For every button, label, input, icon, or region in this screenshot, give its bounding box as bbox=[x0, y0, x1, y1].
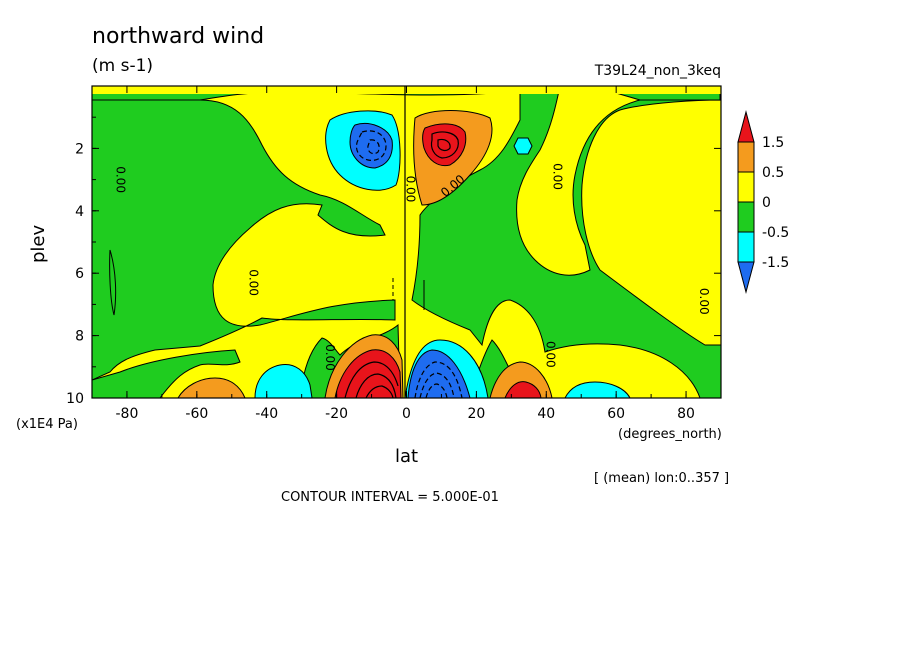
colorbar-band bbox=[737, 231, 755, 263]
colorbar-band bbox=[737, 261, 755, 294]
y-axis-unit: (x1E4 Pa) bbox=[16, 417, 78, 432]
colorbar bbox=[737, 110, 755, 294]
pos-contour-lower-3 bbox=[365, 385, 394, 398]
plot-title: northward wind bbox=[92, 24, 265, 49]
band-cyan-small-north bbox=[513, 137, 533, 155]
pos-contour-upper-2 bbox=[437, 138, 451, 152]
band-yellow-right bbox=[581, 99, 721, 346]
y-axis-ticks: 2 4 6 8 10 bbox=[66, 116, 721, 407]
band-green-pole-south bbox=[109, 249, 117, 316]
y-tick-label: 6 bbox=[75, 266, 84, 282]
contour-field bbox=[92, 86, 721, 398]
colorbar-label: -0.5 bbox=[762, 225, 789, 241]
x-axis-unit: (degrees_north) bbox=[618, 427, 722, 442]
contour-label: 0.00 bbox=[113, 166, 127, 193]
contour-label: 0.00 bbox=[550, 163, 564, 190]
x-tick-label: -40 bbox=[255, 406, 278, 422]
colorbar-label: -1.5 bbox=[762, 255, 789, 271]
neg-contour-lower-3 bbox=[425, 383, 448, 398]
band-green-south-low bbox=[92, 349, 241, 398]
plot-units: (m s-1) bbox=[92, 56, 154, 76]
colorbar-label: 1.5 bbox=[762, 135, 784, 151]
solid-positive-contours bbox=[344, 131, 459, 398]
neg-contour-upper-1 bbox=[355, 130, 387, 161]
x-tick-label: -60 bbox=[185, 406, 208, 422]
x-tick-label: 0 bbox=[402, 406, 411, 422]
y-tick-label: 10 bbox=[66, 391, 84, 407]
contour-label: 0.00 bbox=[543, 341, 557, 368]
contour-label: 0.00 bbox=[246, 269, 260, 296]
run-name: T39L24_non_3keq bbox=[594, 63, 721, 79]
x-axis-ticks: -80 -60 -40 -20 0 20 40 60 80 bbox=[91, 86, 722, 422]
y-tick-label: 8 bbox=[75, 329, 84, 345]
y-tick-label: 4 bbox=[75, 204, 84, 220]
colorbar-band bbox=[737, 110, 755, 143]
x-tick-label: 40 bbox=[537, 406, 555, 422]
x-axis-label: lat bbox=[395, 446, 419, 467]
pos-contour-upper-1 bbox=[430, 131, 459, 159]
contour-label: 0.00 bbox=[323, 344, 337, 371]
y-tick-label: 2 bbox=[75, 141, 84, 157]
band-red-upper-north bbox=[422, 123, 467, 167]
colorbar-band bbox=[737, 171, 755, 203]
x-tick-label: -20 bbox=[325, 406, 348, 422]
colorbar-band bbox=[737, 141, 755, 173]
contour-label: 0.00 bbox=[697, 288, 711, 315]
averaging-note: [ (mean) lon:0..357 ] bbox=[594, 471, 730, 486]
x-tick-label: 20 bbox=[467, 406, 485, 422]
band-green-west bbox=[92, 99, 396, 381]
neg-contour-lower-2 bbox=[419, 372, 455, 398]
band-orange-south-far bbox=[177, 377, 246, 398]
dashed-negative-contours bbox=[355, 130, 463, 398]
band-red-lower-south bbox=[334, 349, 402, 398]
contour-interval: CONTOUR INTERVAL = 5.000E-01 bbox=[281, 490, 499, 505]
colorbar-labels: 1.5 0.5 0 -0.5 -1.5 bbox=[762, 135, 789, 271]
colorbar-label: 0.5 bbox=[762, 165, 784, 181]
pos-contour-lower-1 bbox=[344, 361, 399, 398]
neg-contour-lower-1 bbox=[414, 361, 463, 398]
x-tick-label: 80 bbox=[677, 406, 695, 422]
colorbar-band bbox=[737, 201, 755, 233]
band-cyan-lower-south bbox=[254, 363, 313, 398]
band-red-north-mid bbox=[504, 381, 542, 398]
pos-contour-lower-2 bbox=[355, 373, 397, 398]
neg-contour-upper-2 bbox=[367, 139, 380, 155]
x-tick-label: 60 bbox=[607, 406, 625, 422]
x-tick-label: -80 bbox=[116, 406, 139, 422]
colorbar-label: 0 bbox=[762, 195, 771, 211]
contour-label: 0.00 bbox=[404, 176, 418, 203]
